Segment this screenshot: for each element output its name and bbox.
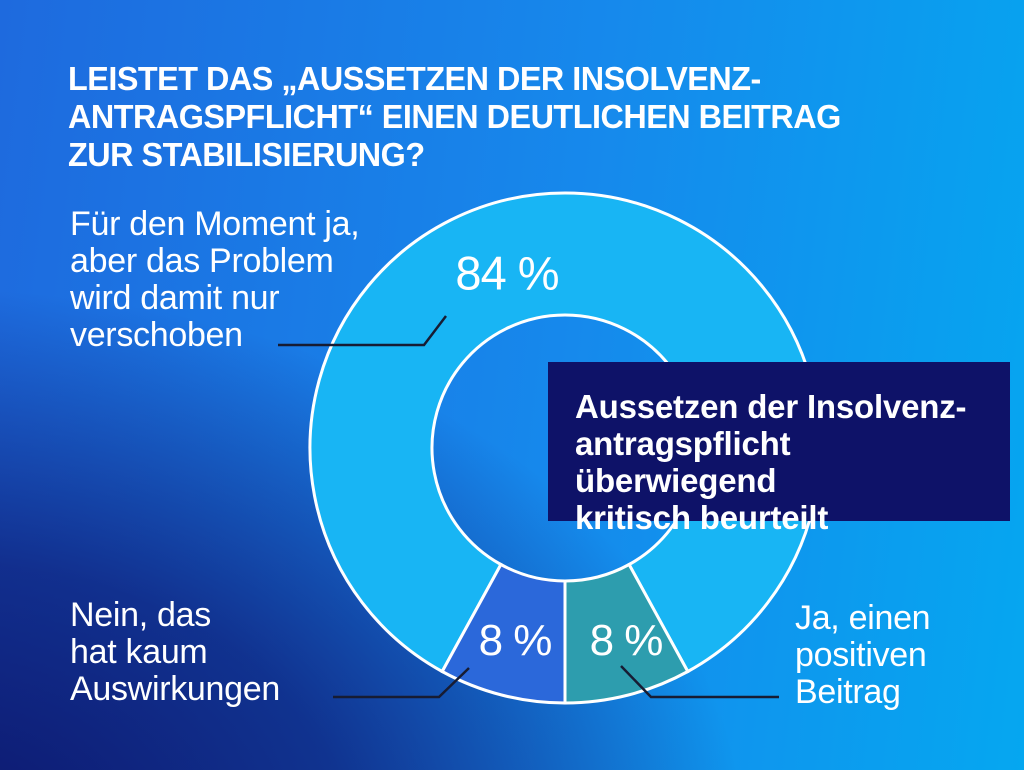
value-label-8-percent-right: 8 % <box>589 616 664 665</box>
callout-line-2: antragspflicht überwiegend <box>575 425 791 499</box>
segment-label-nein-line-3: Auswirkungen <box>70 670 280 708</box>
segment-label-nein-line-2: hat kaum <box>70 633 208 671</box>
segment-label-moment-line-2: aber das Problem <box>70 242 334 280</box>
segment-label-nein: Nein, das hat kaum Auswirkungen <box>70 597 280 708</box>
leader-line-ja <box>620 665 779 699</box>
segment-label-ja: Ja, einen positiven Beitrag <box>795 599 931 711</box>
value-label-8-percent-left: 8 % <box>478 616 553 665</box>
conclusion-callout-box: Aussetzen der Insolvenz- antragspflicht … <box>548 362 1010 536</box>
leader-line-moment <box>278 315 447 347</box>
segment-label-moment-line-3: wird damit nur <box>70 279 280 317</box>
donut-segment-84-percent <box>308 191 822 674</box>
segment-label-moment: Für den Moment ja, aber das Problem wird… <box>70 205 360 354</box>
leader-line-nein <box>333 667 470 699</box>
segment-label-moment-line-4: verschoben <box>70 316 243 354</box>
page-title: LEISTET DAS „AUSSETZEN DER INSOLVENZ- AN… <box>68 60 950 174</box>
segment-label-ja-line-3: Beitrag <box>795 673 901 711</box>
callout-line-1: Aussetzen der Insolvenz- <box>575 388 967 425</box>
title-line-3: ZUR STABILISIERUNG? <box>68 136 425 173</box>
value-label-84-percent: 84 % <box>455 246 559 300</box>
segment-label-ja-line-2: positiven <box>795 636 927 674</box>
donut-segment-8-percent-negative <box>440 562 567 705</box>
segment-label-nein-line-1: Nein, das <box>70 596 211 634</box>
segment-label-ja-line-1: Ja, einen <box>795 599 931 637</box>
title-line-2: ANTRAGSPFLICHT“ EINEN DEUTLICHEN BEITRAG <box>68 98 841 135</box>
callout-line-3: kritisch beurteilt <box>575 499 829 536</box>
title-line-1: LEISTET DAS „AUSSETZEN DER INSOLVENZ- <box>68 60 761 97</box>
segment-label-moment-line-1: Für den Moment ja, <box>70 205 360 243</box>
